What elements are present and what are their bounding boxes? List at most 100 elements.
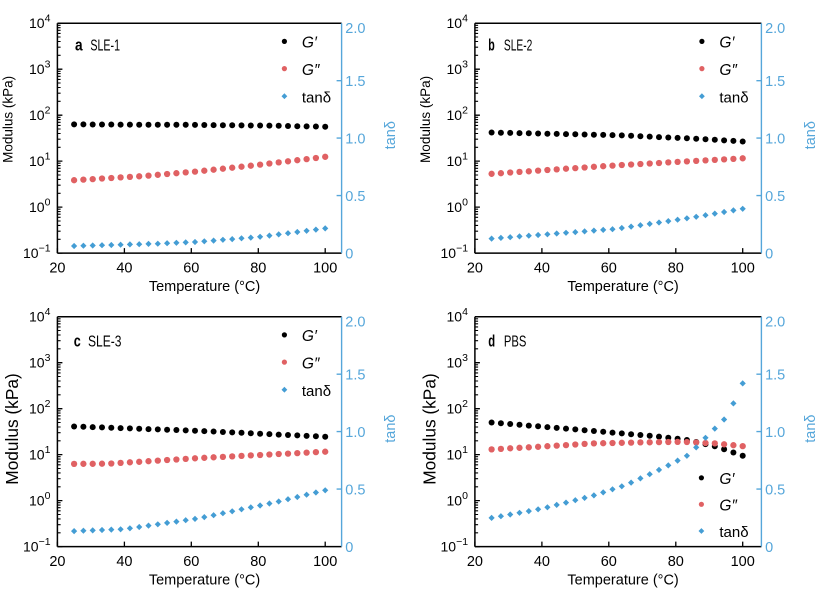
svg-text:PBS: PBS (504, 333, 527, 350)
svg-text:−1: −1 (39, 243, 51, 255)
svg-text:10: 10 (447, 61, 463, 77)
svg-text:2.0: 2.0 (345, 314, 365, 330)
svg-text:100: 100 (731, 554, 755, 570)
svg-text:tanδ: tanδ (383, 414, 399, 442)
svg-text:tanδ: tanδ (803, 121, 819, 149)
svg-text:0: 0 (765, 540, 773, 556)
svg-text:Temperature (°C): Temperature (°C) (567, 279, 678, 295)
svg-text:10: 10 (29, 107, 45, 123)
svg-text:Modulus (kPa): Modulus (kPa) (1, 76, 16, 163)
svg-text:a: a (75, 37, 83, 55)
svg-text:Temperature (°C): Temperature (°C) (567, 572, 678, 588)
svg-text:1.0: 1.0 (345, 131, 365, 147)
svg-text:G″: G″ (719, 498, 737, 515)
svg-text:3: 3 (45, 59, 51, 71)
svg-text:G′: G′ (719, 35, 735, 52)
svg-text:2: 2 (462, 105, 468, 117)
svg-text:100: 100 (731, 261, 755, 277)
svg-text:1.5: 1.5 (765, 367, 785, 383)
svg-text:60: 60 (601, 261, 617, 277)
svg-text:−1: −1 (39, 536, 51, 548)
svg-text:1: 1 (462, 151, 468, 163)
svg-text:G″: G″ (719, 62, 737, 79)
svg-text:G′: G′ (302, 35, 318, 52)
svg-text:tanδ: tanδ (719, 524, 748, 541)
svg-text:10: 10 (447, 153, 463, 169)
svg-text:0: 0 (345, 246, 353, 262)
svg-text:10: 10 (29, 493, 45, 509)
svg-text:0: 0 (345, 540, 353, 556)
svg-text:1.0: 1.0 (345, 425, 365, 441)
svg-text:10: 10 (447, 199, 463, 215)
svg-text:10: 10 (23, 539, 39, 555)
svg-text:10: 10 (441, 245, 457, 261)
svg-text:0: 0 (45, 490, 51, 502)
svg-text:40: 40 (116, 554, 132, 570)
svg-text:80: 80 (668, 261, 684, 277)
svg-text:0: 0 (45, 197, 51, 209)
svg-text:1.5: 1.5 (345, 74, 365, 90)
svg-text:20: 20 (49, 554, 65, 570)
svg-text:80: 80 (250, 554, 266, 570)
svg-text:1: 1 (45, 444, 51, 456)
svg-text:tanδ: tanδ (719, 89, 748, 106)
svg-text:10: 10 (29, 447, 45, 463)
svg-text:SLE-3: SLE-3 (88, 334, 122, 351)
svg-text:−1: −1 (456, 536, 468, 548)
svg-text:0: 0 (462, 490, 468, 502)
svg-text:0: 0 (765, 246, 773, 262)
svg-text:1.0: 1.0 (765, 425, 785, 441)
svg-text:80: 80 (668, 554, 684, 570)
svg-text:100: 100 (313, 261, 337, 277)
svg-text:20: 20 (49, 261, 65, 277)
svg-text:10: 10 (29, 153, 45, 169)
svg-text:1.5: 1.5 (765, 74, 785, 90)
svg-text:10: 10 (447, 355, 463, 371)
svg-text:4: 4 (45, 306, 51, 318)
svg-text:10: 10 (29, 355, 45, 371)
svg-text:80: 80 (250, 261, 266, 277)
svg-text:10: 10 (29, 309, 45, 325)
svg-text:10: 10 (29, 15, 45, 31)
svg-text:c: c (74, 333, 81, 351)
svg-text:3: 3 (462, 352, 468, 364)
svg-text:4: 4 (45, 13, 51, 25)
svg-text:G″: G″ (302, 62, 320, 79)
svg-text:10: 10 (447, 15, 463, 31)
svg-text:10: 10 (447, 401, 463, 417)
svg-text:b: b (488, 37, 495, 55)
svg-text:G′: G′ (719, 471, 735, 488)
svg-text:10: 10 (23, 245, 39, 261)
svg-text:60: 60 (183, 554, 199, 570)
svg-text:2: 2 (45, 105, 51, 117)
svg-text:0: 0 (462, 197, 468, 209)
svg-text:0.5: 0.5 (345, 482, 365, 498)
svg-text:Temperature (°C): Temperature (°C) (149, 279, 260, 295)
svg-text:d: d (488, 332, 495, 350)
svg-text:4: 4 (462, 306, 468, 318)
svg-text:2.0: 2.0 (765, 21, 785, 37)
svg-text:tanδ: tanδ (803, 414, 819, 442)
svg-text:20: 20 (467, 261, 483, 277)
svg-text:−1: −1 (456, 243, 468, 255)
svg-text:40: 40 (534, 261, 550, 277)
svg-text:1.5: 1.5 (345, 367, 365, 383)
svg-text:tanδ: tanδ (383, 121, 399, 149)
svg-text:tanδ: tanδ (302, 89, 331, 106)
svg-text:1.0: 1.0 (765, 131, 785, 147)
svg-text:SLE-1: SLE-1 (90, 38, 120, 55)
svg-text:Modulus (kPa): Modulus (kPa) (420, 373, 440, 484)
svg-text:Modulus (kPa): Modulus (kPa) (2, 373, 22, 484)
svg-text:2: 2 (45, 398, 51, 410)
svg-text:1: 1 (462, 444, 468, 456)
svg-text:tanδ: tanδ (302, 383, 331, 400)
svg-text:10: 10 (29, 199, 45, 215)
svg-text:4: 4 (462, 13, 468, 25)
svg-text:40: 40 (116, 261, 132, 277)
svg-text:2.0: 2.0 (345, 21, 365, 37)
svg-text:G′: G′ (302, 328, 318, 345)
svg-text:2: 2 (462, 398, 468, 410)
svg-text:40: 40 (534, 554, 550, 570)
svg-text:10: 10 (441, 539, 457, 555)
svg-text:10: 10 (447, 309, 463, 325)
